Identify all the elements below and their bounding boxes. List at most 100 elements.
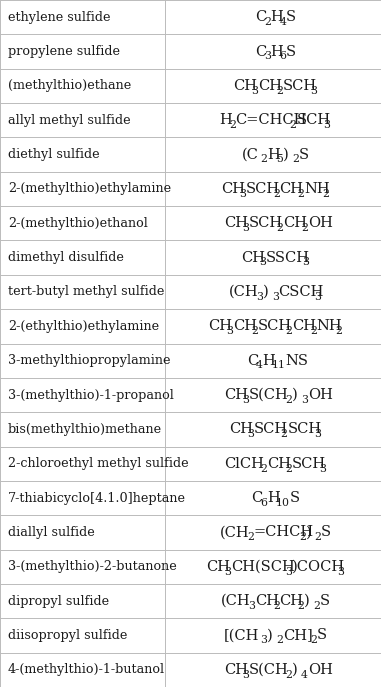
Text: dimethyl disulfide: dimethyl disulfide	[8, 251, 124, 264]
Text: 3: 3	[315, 292, 322, 302]
Text: 2: 2	[298, 189, 304, 199]
Text: S(CH: S(CH	[249, 663, 289, 677]
Text: diethyl sulfide: diethyl sulfide	[8, 148, 99, 161]
Text: 3-(methylthio)-2-butanone: 3-(methylthio)-2-butanone	[8, 561, 177, 573]
Text: 3: 3	[242, 670, 249, 679]
Text: NH: NH	[317, 319, 343, 333]
Text: 2: 2	[292, 155, 299, 164]
Text: 2: 2	[276, 86, 283, 95]
Text: [(CH: [(CH	[224, 629, 259, 642]
Text: S: S	[321, 526, 331, 539]
Text: CH: CH	[224, 663, 248, 677]
Text: CH: CH	[255, 594, 279, 608]
Text: 3: 3	[323, 120, 331, 130]
Text: 4: 4	[256, 361, 263, 370]
Text: 3: 3	[259, 258, 266, 267]
Text: 2: 2	[276, 635, 283, 645]
Text: 2: 2	[285, 395, 292, 405]
Text: 3: 3	[272, 292, 279, 302]
Text: CH: CH	[292, 319, 316, 333]
Text: ): )	[267, 629, 273, 642]
Text: 3: 3	[242, 395, 249, 405]
Text: 6: 6	[260, 498, 267, 508]
Text: SCH: SCH	[292, 457, 326, 471]
Text: allyl methyl sulfide: allyl methyl sulfide	[8, 114, 131, 126]
Text: ): )	[304, 594, 310, 608]
Text: 3: 3	[247, 429, 254, 439]
Text: SCH: SCH	[246, 182, 280, 196]
Text: ethylene sulfide: ethylene sulfide	[8, 11, 110, 23]
Text: 2: 2	[298, 601, 304, 611]
Text: 3: 3	[264, 52, 271, 61]
Text: 3: 3	[224, 567, 231, 576]
Text: CH: CH	[280, 594, 304, 608]
Text: dipropyl sulfide: dipropyl sulfide	[8, 595, 109, 607]
Text: CH: CH	[208, 319, 232, 333]
Text: 2: 2	[276, 223, 283, 233]
Text: 3: 3	[260, 635, 267, 645]
Text: S: S	[317, 629, 327, 642]
Text: (CH: (CH	[229, 285, 258, 299]
Text: OH: OH	[308, 388, 333, 402]
Text: CH: CH	[280, 182, 304, 196]
Text: C: C	[251, 491, 263, 505]
Text: 2: 2	[299, 532, 306, 542]
Text: )COCH: )COCH	[292, 560, 345, 574]
Text: 3: 3	[310, 86, 317, 95]
Text: 10: 10	[276, 498, 290, 508]
Text: 4-(methylthio)-1-butanol: 4-(methylthio)-1-butanol	[8, 664, 165, 676]
Text: H: H	[267, 491, 280, 505]
Text: 2: 2	[322, 189, 330, 199]
Text: 3: 3	[301, 395, 308, 405]
Text: C: C	[255, 10, 266, 24]
Text: SSCH: SSCH	[266, 251, 310, 264]
Text: S: S	[299, 148, 309, 161]
Text: 4: 4	[280, 17, 287, 27]
Text: CH: CH	[229, 423, 253, 436]
Text: 3: 3	[248, 601, 255, 611]
Text: ClCH: ClCH	[224, 457, 264, 471]
Text: 2: 2	[285, 326, 292, 336]
Text: 3: 3	[315, 429, 322, 439]
Text: CH: CH	[233, 319, 257, 333]
Text: SCH: SCH	[249, 216, 283, 230]
Text: 2: 2	[260, 155, 267, 164]
Text: 2: 2	[315, 532, 322, 542]
Text: 3: 3	[239, 189, 246, 199]
Text: 2: 2	[285, 670, 292, 679]
Text: 2: 2	[229, 120, 236, 130]
Text: S: S	[286, 45, 296, 58]
Text: H: H	[267, 148, 280, 161]
Text: 2-chloroethyl methyl sulfide: 2-chloroethyl methyl sulfide	[8, 458, 189, 470]
Text: ): )	[283, 148, 289, 161]
Text: 3: 3	[319, 464, 326, 473]
Text: 3: 3	[227, 326, 234, 336]
Text: diisopropyl sulfide: diisopropyl sulfide	[8, 629, 127, 642]
Text: 3: 3	[242, 223, 249, 233]
Text: 2-(ethylthio)ethylamine: 2-(ethylthio)ethylamine	[8, 320, 159, 333]
Text: ): )	[306, 526, 311, 539]
Text: H: H	[271, 10, 283, 24]
Text: 3-(methylthio)-1-propanol: 3-(methylthio)-1-propanol	[8, 389, 174, 401]
Text: SCH: SCH	[296, 113, 331, 127]
Text: C=CHCH: C=CHCH	[235, 113, 307, 127]
Text: OH: OH	[308, 663, 333, 677]
Text: ): )	[292, 663, 298, 677]
Text: SCH: SCH	[287, 423, 322, 436]
Text: S(CH: S(CH	[249, 388, 289, 402]
Text: CH: CH	[233, 79, 257, 93]
Text: 2: 2	[247, 532, 254, 542]
Text: C: C	[255, 45, 266, 58]
Text: CSCH: CSCH	[279, 285, 324, 299]
Text: 2: 2	[281, 429, 288, 439]
Text: 2: 2	[301, 223, 308, 233]
Text: S: S	[290, 491, 300, 505]
Text: C: C	[247, 354, 258, 368]
Text: CH: CH	[258, 79, 282, 93]
Text: =CHCH: =CHCH	[254, 526, 314, 539]
Text: 2: 2	[264, 17, 271, 27]
Text: CH: CH	[206, 560, 230, 574]
Text: 2: 2	[251, 326, 258, 336]
Text: 3: 3	[337, 567, 344, 576]
Text: CH: CH	[221, 182, 245, 196]
